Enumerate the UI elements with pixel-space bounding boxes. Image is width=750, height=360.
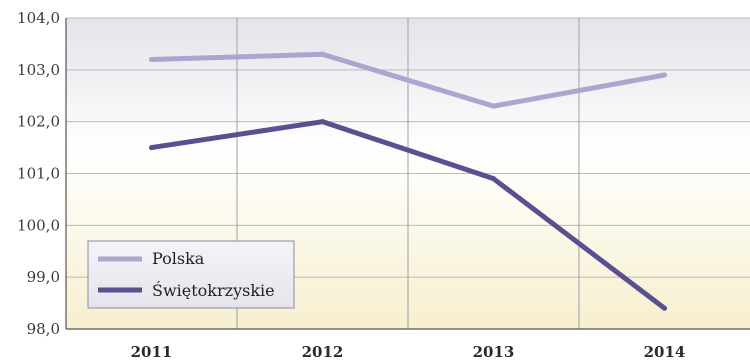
data-point	[662, 305, 667, 311]
data-point	[320, 119, 325, 125]
x-tick-label: 2011	[131, 343, 173, 360]
x-tick-label: 2014	[644, 343, 686, 360]
y-tick-label: 98,0	[27, 320, 60, 338]
y-tick-label: 103,0	[17, 61, 60, 79]
data-point	[149, 145, 154, 151]
data-point	[491, 176, 496, 182]
legend-label-swietokrzyskie: Świętokrzyskie	[152, 280, 275, 300]
legend-box	[87, 240, 295, 309]
series-line-0	[149, 51, 667, 109]
x-tick-label: 2012	[302, 343, 344, 360]
x-tick-labels: 2011 2012 2013 2014	[131, 343, 686, 360]
series-layer	[149, 51, 667, 311]
data-point	[320, 51, 325, 57]
y-tick-label: 102,0	[17, 113, 60, 131]
data-point	[149, 56, 154, 62]
y-tick-labels: 104,0 103,0 102,0 101,0 100,0 99,0 98,0	[17, 9, 60, 338]
legend-label-polska: Polska	[152, 249, 205, 268]
x-tick-label: 2013	[473, 343, 515, 360]
y-tick-label: 104,0	[17, 9, 60, 27]
y-tick-label: 100,0	[17, 216, 60, 234]
series-line-1	[149, 119, 667, 311]
legend: Polska Świętokrzyskie	[87, 240, 295, 309]
data-point	[662, 72, 667, 78]
y-tick-label: 101,0	[17, 165, 60, 183]
data-point	[491, 103, 496, 109]
y-tick-label: 99,0	[27, 268, 60, 286]
